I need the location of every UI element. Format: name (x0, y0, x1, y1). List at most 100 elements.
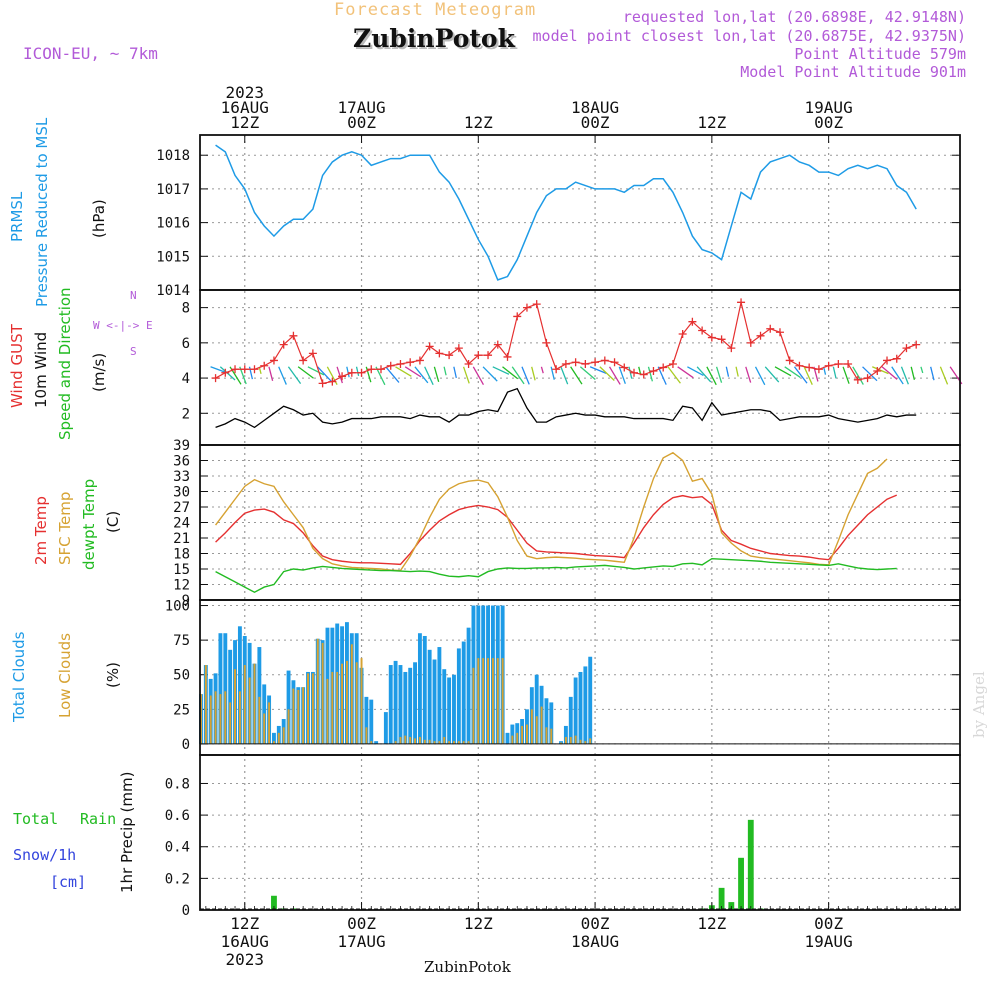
wind-gust-marker (892, 354, 901, 363)
total-clouds-bar (466, 627, 471, 744)
wind-direction-arrow (521, 366, 530, 385)
total-clouds-bar (578, 671, 583, 744)
low-clouds-bar (336, 671, 339, 744)
low-clouds-bar (331, 671, 334, 744)
rain-bar (747, 819, 754, 910)
wind-direction-arrow (268, 366, 274, 381)
wind-gust-marker (668, 359, 677, 368)
model-label: ICON-EU, ~ 7km (23, 44, 158, 63)
wind-direction-arrow (793, 366, 808, 384)
low-clouds-bar (453, 741, 455, 744)
wind-speed-line (215, 387, 917, 429)
low-clouds-bar (535, 716, 538, 744)
clouds-label-low: Low Clouds (56, 633, 74, 718)
clouds-label-unit: (%) (104, 662, 122, 688)
closest-point-label: model point closest lon,lat (20.6875E, 4… (532, 27, 966, 45)
wind-gust-marker (600, 356, 609, 365)
total-clouds-bar (568, 696, 573, 744)
low-clouds-bar (550, 728, 553, 744)
wind-gust-marker (435, 349, 444, 358)
pressure-panel-frame (199, 134, 961, 291)
wind-direction-arrow (287, 366, 302, 384)
precip-label-cm: [cm] (50, 873, 87, 891)
total-clouds-bar (403, 671, 408, 744)
low-clouds-bar (404, 735, 407, 744)
total-clouds-bar (534, 674, 539, 744)
wind-direction-arrow (764, 366, 780, 383)
wind-gust-marker (902, 344, 911, 353)
temp-sfc-line (215, 451, 888, 572)
total-clouds-bar (218, 633, 223, 744)
compass-north: N (130, 289, 137, 302)
low-clouds-bar (272, 741, 275, 744)
low-clouds-bar (224, 691, 227, 744)
wind-gust-marker (814, 365, 823, 374)
total-clouds-bar (369, 699, 374, 744)
wind-direction-arrow (667, 366, 681, 384)
wind-y-tick-label: 6 (182, 336, 190, 352)
wind-direction-arrow (550, 366, 555, 380)
wind-direction-arrow (813, 366, 819, 382)
wind-gust-marker (445, 351, 454, 360)
low-clouds-bar (423, 739, 426, 744)
low-clouds-bar (277, 732, 280, 744)
bottom-time-label: 17AUG (337, 932, 385, 951)
wind-direction-arrow (862, 366, 878, 382)
low-clouds-bar (204, 665, 207, 744)
low-clouds-bar (569, 737, 572, 744)
temp-y-tick-label: 9 (182, 593, 190, 609)
wind-direction-arrow (462, 366, 470, 384)
low-clouds-bar (345, 660, 348, 744)
total-clouds-bar (228, 649, 233, 744)
low-clouds-bar (487, 658, 490, 744)
wind-gust-marker (493, 340, 502, 349)
wind-label-gust: Wind GUST (8, 324, 26, 408)
total-clouds-bar (437, 647, 442, 744)
wind-gust-marker (552, 365, 561, 374)
low-clouds-bar (311, 673, 314, 744)
low-clouds-bar (496, 658, 499, 744)
wind-direction-arrow (424, 366, 434, 386)
total-clouds-bar (549, 702, 554, 744)
low-clouds-bar (243, 665, 246, 744)
low-clouds-bar (326, 678, 329, 744)
wind-gust-marker (474, 351, 483, 360)
low-clouds-bar (564, 737, 567, 744)
wind-gust-marker (630, 368, 639, 377)
wind-direction-arrow (872, 366, 889, 375)
total-clouds-bar (505, 732, 510, 744)
wind-direction-arrow (930, 366, 935, 381)
wind-direction-arrow (570, 366, 583, 385)
total-clouds-bar (442, 669, 447, 744)
clouds-y-tick-label: 0 (182, 737, 190, 753)
wind-direction-arrow (443, 366, 447, 376)
low-clouds-bar (433, 741, 436, 744)
wind-gust-marker (591, 358, 600, 367)
wind-gust-marker (756, 331, 765, 340)
wind-direction-arrow (657, 366, 667, 385)
temp-label-sfc: SFC Temp (56, 491, 74, 565)
wind-direction-arrow (453, 366, 457, 378)
wind-direction-arrow (608, 366, 621, 385)
clouds-y-tick-label: 75 (173, 633, 190, 649)
wind-direction-arrow (511, 366, 525, 385)
wind-direction-arrow (579, 366, 596, 380)
top-time-label: 17AUG (337, 98, 385, 117)
wind-gust-marker (347, 368, 356, 377)
total-clouds-bar (427, 649, 432, 744)
wind-gust-marker (250, 365, 259, 374)
wind-direction-arrow (745, 366, 752, 383)
clouds-label-total: Total Clouds (10, 631, 28, 722)
wind-direction-arrow (715, 366, 723, 383)
wind-direction-arrow (336, 366, 343, 384)
low-clouds-bar (399, 737, 402, 744)
requested-point-label: requested lon,lat (20.6898E, 42.9148N) (622, 8, 966, 26)
bottom-time-label: 12Z (464, 914, 493, 933)
wind-gust-marker (289, 331, 298, 340)
pressure-y-tick-label: 1017 (156, 182, 190, 198)
wind-gust-marker (260, 361, 269, 370)
low-clouds-bar (341, 663, 344, 744)
total-clouds-bar (563, 725, 568, 744)
wind-gust-marker (396, 359, 405, 368)
temp-y-tick-label: 27 (173, 500, 190, 516)
